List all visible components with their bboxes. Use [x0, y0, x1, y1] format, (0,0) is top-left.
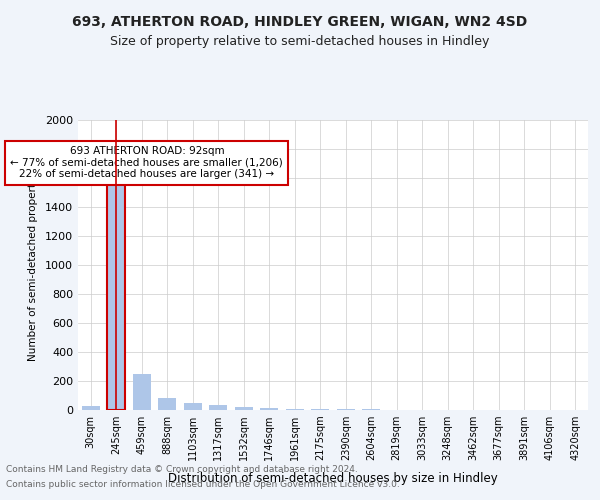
Bar: [260, 408, 278, 410]
Bar: [82, 406, 100, 410]
Text: Contains HM Land Registry data © Crown copyright and database right 2024.: Contains HM Land Registry data © Crown c…: [6, 465, 358, 474]
Y-axis label: Number of semi-detached properties: Number of semi-detached properties: [28, 168, 38, 362]
Text: Size of property relative to semi-detached houses in Hindley: Size of property relative to semi-detach…: [110, 35, 490, 48]
Bar: [158, 398, 176, 410]
Bar: [286, 409, 304, 410]
Bar: [107, 181, 125, 410]
Bar: [184, 403, 202, 410]
Text: Contains public sector information licensed under the Open Government Licence v3: Contains public sector information licen…: [6, 480, 400, 489]
Text: 693, ATHERTON ROAD, HINDLEY GREEN, WIGAN, WN2 4SD: 693, ATHERTON ROAD, HINDLEY GREEN, WIGAN…: [73, 15, 527, 29]
Bar: [209, 405, 227, 410]
Bar: [311, 409, 329, 410]
Bar: [235, 407, 253, 410]
X-axis label: Distribution of semi-detached houses by size in Hindley: Distribution of semi-detached houses by …: [168, 472, 498, 484]
Text: 693 ATHERTON ROAD: 92sqm
← 77% of semi-detached houses are smaller (1,206)
22% o: 693 ATHERTON ROAD: 92sqm ← 77% of semi-d…: [10, 146, 283, 180]
Bar: [133, 374, 151, 410]
